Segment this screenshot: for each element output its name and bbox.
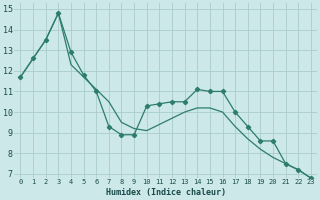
X-axis label: Humidex (Indice chaleur): Humidex (Indice chaleur): [106, 188, 226, 197]
